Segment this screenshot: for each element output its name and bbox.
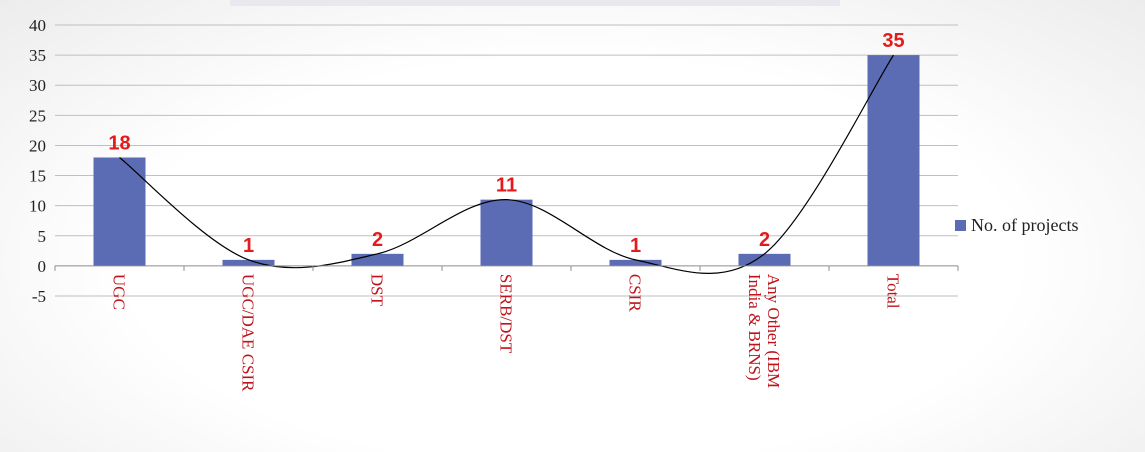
trend-curve	[119, 54, 895, 274]
trend-curve-path	[119, 54, 895, 274]
data-label: 35	[882, 30, 904, 52]
bar	[480, 199, 533, 266]
category-label: CSIR	[626, 274, 645, 312]
y-tick-label: 10	[29, 197, 46, 216]
data-label: 11	[496, 175, 517, 197]
legend-swatch	[955, 220, 966, 231]
data-label: 1	[243, 235, 254, 257]
bar	[222, 259, 275, 266]
bar	[867, 55, 920, 266]
category-label: Total	[884, 274, 903, 309]
y-tick-label: 5	[38, 227, 47, 246]
y-tick-label: -5	[32, 287, 46, 306]
category-label: SERB/DST	[497, 274, 516, 354]
legend: No. of projects	[955, 215, 1078, 235]
axes: 40 35 30 25 20 15 10 5 0 -5 UGC UGC/DAE CSIR DST SERB…	[29, 16, 959, 392]
category-label: UGC	[110, 274, 129, 310]
data-label: 1	[630, 235, 641, 257]
y-tick-label: 25	[29, 106, 46, 125]
y-tick-label: 20	[29, 136, 46, 155]
y-tick-label: 40	[29, 16, 46, 35]
category-label: UGC/DAE CSIR	[239, 274, 258, 392]
data-label: 18	[108, 132, 130, 154]
gridlines	[55, 24, 958, 297]
y-tick-label: 30	[29, 76, 46, 95]
bar	[609, 259, 662, 266]
y-tick-label: 35	[29, 46, 46, 65]
bar	[351, 253, 404, 266]
y-tick-label: 0	[38, 257, 47, 276]
bars	[93, 55, 920, 266]
category-label: Any Other (IBM	[764, 274, 783, 388]
legend-label: No. of projects	[971, 215, 1078, 235]
bar	[738, 253, 791, 266]
data-label: 2	[372, 229, 383, 251]
bar	[93, 157, 146, 266]
y-tick-label: 15	[29, 167, 46, 186]
title-strip	[230, 0, 840, 6]
category-label: India & BRNS)	[745, 274, 764, 381]
data-label: 2	[759, 229, 770, 251]
category-label: DST	[368, 274, 387, 307]
